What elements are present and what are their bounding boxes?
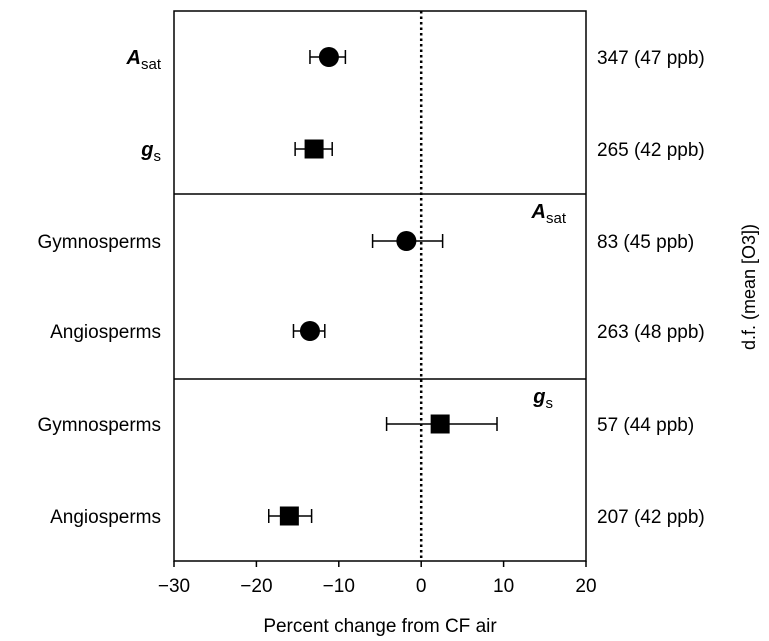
panel-label: gs — [532, 386, 553, 412]
row-label-subscript: sat — [141, 56, 162, 73]
data-row: Asat 347 (47 ppb) — [126, 47, 705, 73]
mean-marker-circle — [299, 321, 320, 341]
row-label: Gymnosperms — [37, 232, 161, 253]
right-axis-label: d.f. (mean [O3]) — [739, 224, 759, 350]
panel-label-subscript: s — [546, 395, 554, 412]
panel-labels: Asat gs — [531, 201, 567, 412]
mean-marker-circle — [318, 47, 339, 67]
x-tick-label: 20 — [575, 576, 596, 597]
df-label: 83 (45 ppb) — [597, 232, 694, 253]
panel-label-subscript: sat — [546, 210, 567, 227]
x-tick-label: 10 — [493, 576, 514, 597]
row-label: Gymnosperms — [37, 415, 161, 436]
plot-frame — [173, 10, 587, 562]
data-row: Angiosperms 263 (48 ppb) — [50, 321, 705, 343]
x-axis-ticks: −30 −20 −10 0 10 20 — [158, 561, 597, 597]
panel-label-symbol: g — [532, 386, 545, 408]
row-label: gs — [140, 139, 161, 165]
x-axis-label: Percent change from CF air — [263, 616, 497, 637]
x-tick-label: −10 — [323, 576, 355, 597]
row-label-symbol: A — [126, 47, 141, 69]
data-row: Angiosperms 207 (42 ppb) — [50, 506, 705, 528]
row-label-subscript: s — [154, 148, 162, 165]
df-label: 57 (44 ppb) — [597, 415, 694, 436]
row-label-symbol: g — [140, 139, 153, 161]
mean-marker-square — [279, 506, 299, 526]
data-row: gs 265 (42 ppb) — [140, 139, 704, 165]
x-tick-label: −20 — [240, 576, 272, 597]
panel-label-symbol: A — [531, 201, 546, 223]
mean-marker-square — [304, 139, 324, 159]
plot-border — [173, 10, 587, 562]
df-label: 265 (42 ppb) — [597, 140, 705, 161]
df-label: 347 (47 ppb) — [597, 48, 705, 69]
row-label: Asat — [126, 47, 162, 73]
df-label: 263 (48 ppb) — [597, 322, 705, 343]
x-tick-label: −30 — [158, 576, 190, 597]
mean-marker-square — [430, 414, 450, 434]
mean-marker-circle — [396, 231, 417, 251]
data-rows: Asat 347 (47 ppb)gs 265 (42 ppb)Gymnosperm… — [37, 47, 705, 528]
row-label: Angiosperms — [50, 507, 161, 528]
data-row: Gymnosperms 57 (44 ppb) — [37, 414, 694, 436]
data-row: Gymnosperms 83 (45 ppb) — [37, 231, 694, 253]
panel-label: Asat — [531, 201, 567, 227]
df-label: 207 (42 ppb) — [597, 507, 705, 528]
right-axis-label-text: d.f. (mean [O3]) — [739, 224, 759, 350]
x-tick-label: 0 — [416, 576, 427, 597]
row-label: Angiosperms — [50, 322, 161, 343]
